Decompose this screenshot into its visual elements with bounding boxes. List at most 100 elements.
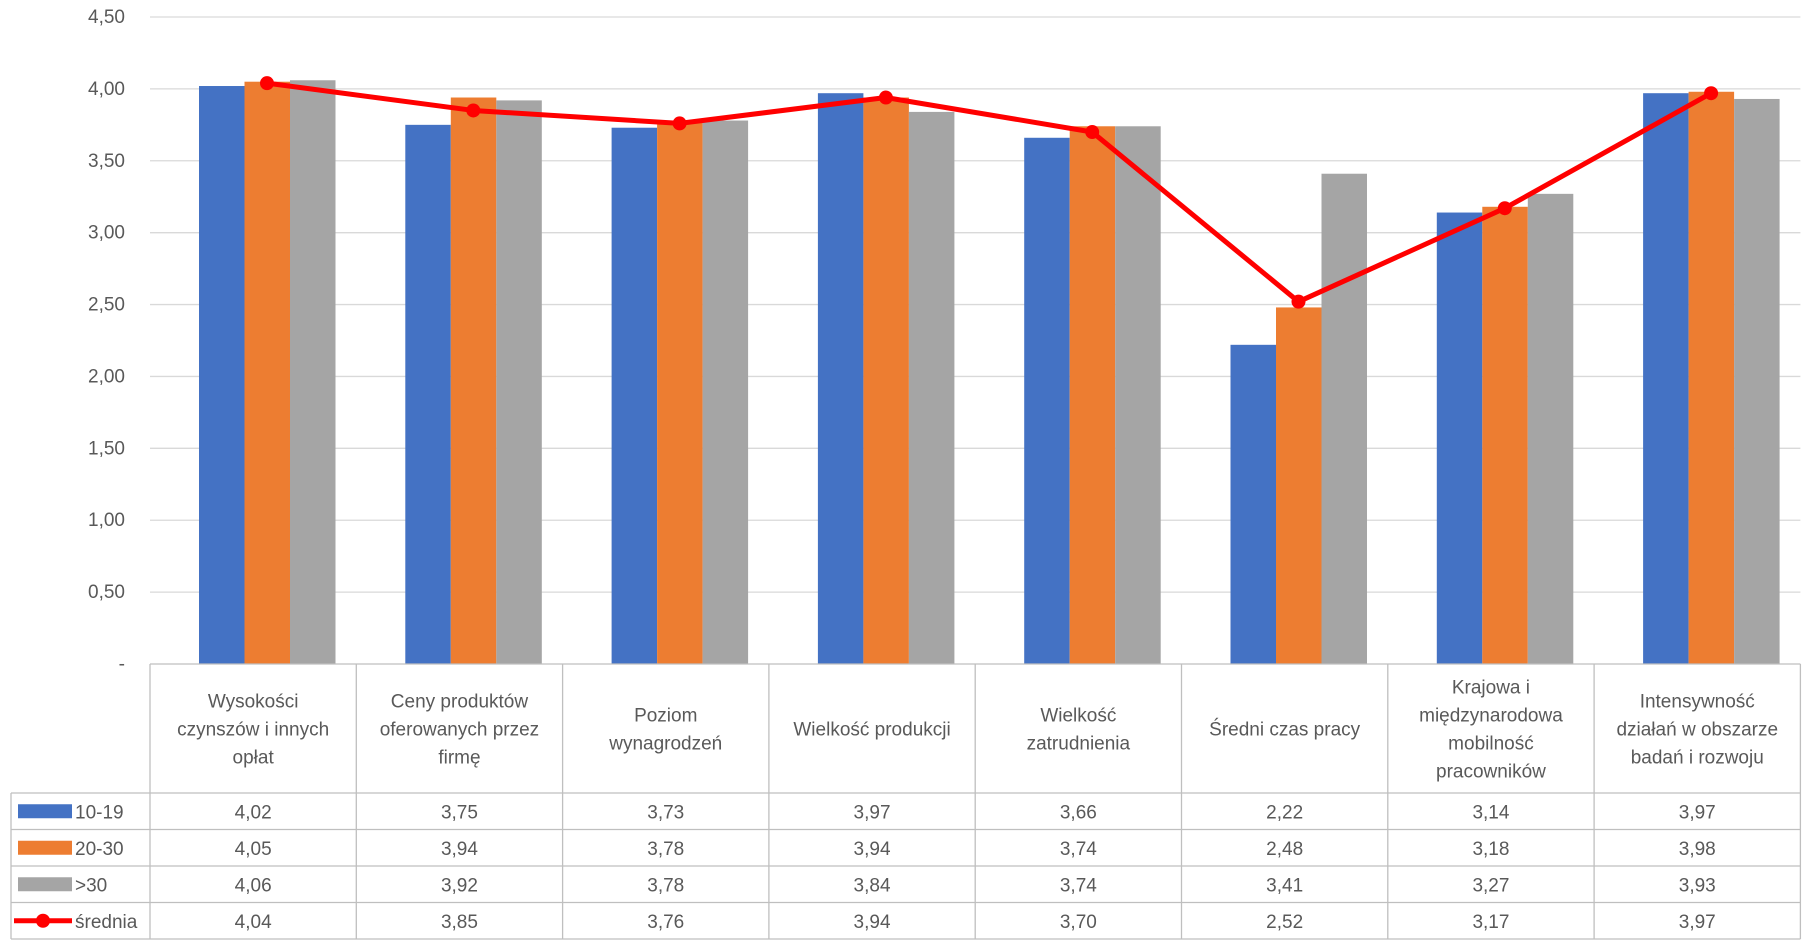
bar-30-3 xyxy=(909,112,955,664)
bar-1019-2 xyxy=(612,128,658,664)
data-table-value: 3,85 xyxy=(441,912,478,933)
legend-key-marker-srednia xyxy=(36,914,50,928)
data-table-value: 3,94 xyxy=(854,912,891,933)
data-table-value: 3,14 xyxy=(1472,802,1509,823)
y-tick-label: 4,50 xyxy=(88,7,125,28)
x-category-label: Ceny produktów xyxy=(391,692,529,713)
line-point-srednia-2 xyxy=(673,116,687,130)
legend-key-1019 xyxy=(18,804,72,818)
line-point-srednia-3 xyxy=(879,91,893,105)
y-tick-label: 1,50 xyxy=(88,438,125,459)
data-table-value: 3,84 xyxy=(854,875,891,896)
x-category-label: mobilność xyxy=(1448,734,1534,755)
data-table-value: 3,94 xyxy=(854,839,891,860)
bar-2030-7 xyxy=(1689,92,1735,664)
x-category-label: działań w obszarze xyxy=(1616,720,1778,741)
data-table-value: 2,22 xyxy=(1266,802,1303,823)
x-category-label: międzynarodowa xyxy=(1419,706,1563,727)
bar-2030-2 xyxy=(657,121,703,664)
x-category-label: Krajowa i xyxy=(1452,678,1530,699)
bar-2030-3 xyxy=(863,98,909,664)
x-category-label: Intensywność xyxy=(1640,692,1755,713)
bar-30-7 xyxy=(1734,99,1780,664)
y-tick-label: 0,50 xyxy=(88,582,125,603)
data-table-value: 3,75 xyxy=(441,802,478,823)
line-point-srednia-1 xyxy=(466,103,480,117)
bar-30-0 xyxy=(290,80,336,664)
bar-2030-0 xyxy=(245,82,291,664)
data-table-value: 2,48 xyxy=(1266,839,1303,860)
bar-30-1 xyxy=(496,100,542,664)
y-tick-label: 4,00 xyxy=(88,79,125,100)
data-table-value: 3,73 xyxy=(647,802,684,823)
bar-1019-4 xyxy=(1024,138,1070,664)
data-table-value: 3,17 xyxy=(1472,912,1509,933)
data-table-value: 4,04 xyxy=(235,912,272,933)
bar-30-2 xyxy=(703,121,749,664)
data-table-value: 3,27 xyxy=(1472,875,1509,896)
x-category-label: badań i rozwoju xyxy=(1631,748,1764,769)
x-category-label: opłat xyxy=(233,748,275,769)
line-point-srednia-4 xyxy=(1085,125,1099,139)
bar-1019-1 xyxy=(405,125,451,664)
line-point-srednia-5 xyxy=(1292,295,1306,309)
data-table-value: 3,70 xyxy=(1060,912,1097,933)
data-table-value: 3,74 xyxy=(1060,875,1097,896)
data-table-value: 4,02 xyxy=(235,802,272,823)
bar-2030-1 xyxy=(451,98,497,664)
data-table-value: 3,92 xyxy=(441,875,478,896)
x-category-label: Wielkość produkcji xyxy=(793,720,950,741)
x-category-label: oferowanych przez xyxy=(380,720,539,741)
bar-1019-0 xyxy=(199,86,245,664)
legend-label: 20-30 xyxy=(75,839,124,860)
y-tick-label: 2,00 xyxy=(88,366,125,387)
x-category-label: Wielkość xyxy=(1040,706,1116,727)
y-tick-label: - xyxy=(119,654,125,675)
y-tick-label: 2,50 xyxy=(88,295,125,316)
data-table-value: 3,97 xyxy=(1679,802,1716,823)
data-table-value: 3,41 xyxy=(1266,875,1303,896)
data-table-value: 3,94 xyxy=(441,839,478,860)
bar-1019-7 xyxy=(1643,93,1689,664)
line-point-srednia-7 xyxy=(1704,86,1718,100)
data-table-value: 3,97 xyxy=(1679,912,1716,933)
line-point-srednia-0 xyxy=(260,76,274,90)
y-tick-label: 1,00 xyxy=(88,510,125,531)
bar-2030-4 xyxy=(1070,126,1116,664)
y-tick-label: 3,00 xyxy=(88,223,125,244)
data-table-value: 3,78 xyxy=(647,875,684,896)
line-point-srednia-6 xyxy=(1498,201,1512,215)
legend-label: >30 xyxy=(75,875,107,896)
x-category-label: firmę xyxy=(438,748,480,769)
x-category-label: Wysokości xyxy=(208,692,299,713)
bar-30-4 xyxy=(1115,126,1161,664)
bar-1019-6 xyxy=(1437,213,1483,664)
legend-key-2030 xyxy=(18,841,72,855)
data-table-value: 3,76 xyxy=(647,912,684,933)
data-table-value: 3,78 xyxy=(647,839,684,860)
legend-label: 10-19 xyxy=(75,802,124,823)
data-table-value: 4,06 xyxy=(235,875,272,896)
y-tick-label: 3,50 xyxy=(88,151,125,172)
data-table-value: 4,05 xyxy=(235,839,272,860)
x-category-label: wynagrodzeń xyxy=(608,734,722,755)
data-table-value: 3,66 xyxy=(1060,802,1097,823)
data-table-value: 2,52 xyxy=(1266,912,1303,933)
x-category-label: pracowników xyxy=(1436,762,1546,783)
x-category-label: Średni czas pracy xyxy=(1209,719,1361,741)
bar-30-6 xyxy=(1528,194,1574,664)
bar-1019-5 xyxy=(1231,345,1277,664)
bar-1019-3 xyxy=(818,93,864,664)
bar-2030-6 xyxy=(1482,207,1528,664)
x-category-label: zatrudnienia xyxy=(1027,734,1131,755)
legend-label: średnia xyxy=(75,912,138,933)
x-category-label: czynszów i innych xyxy=(177,720,329,741)
x-category-label: Poziom xyxy=(634,706,697,727)
bar-30-5 xyxy=(1322,174,1368,664)
data-table-value: 3,93 xyxy=(1679,875,1716,896)
bar-2030-5 xyxy=(1276,307,1322,664)
data-table-value: 3,74 xyxy=(1060,839,1097,860)
data-table-value: 3,98 xyxy=(1679,839,1716,860)
